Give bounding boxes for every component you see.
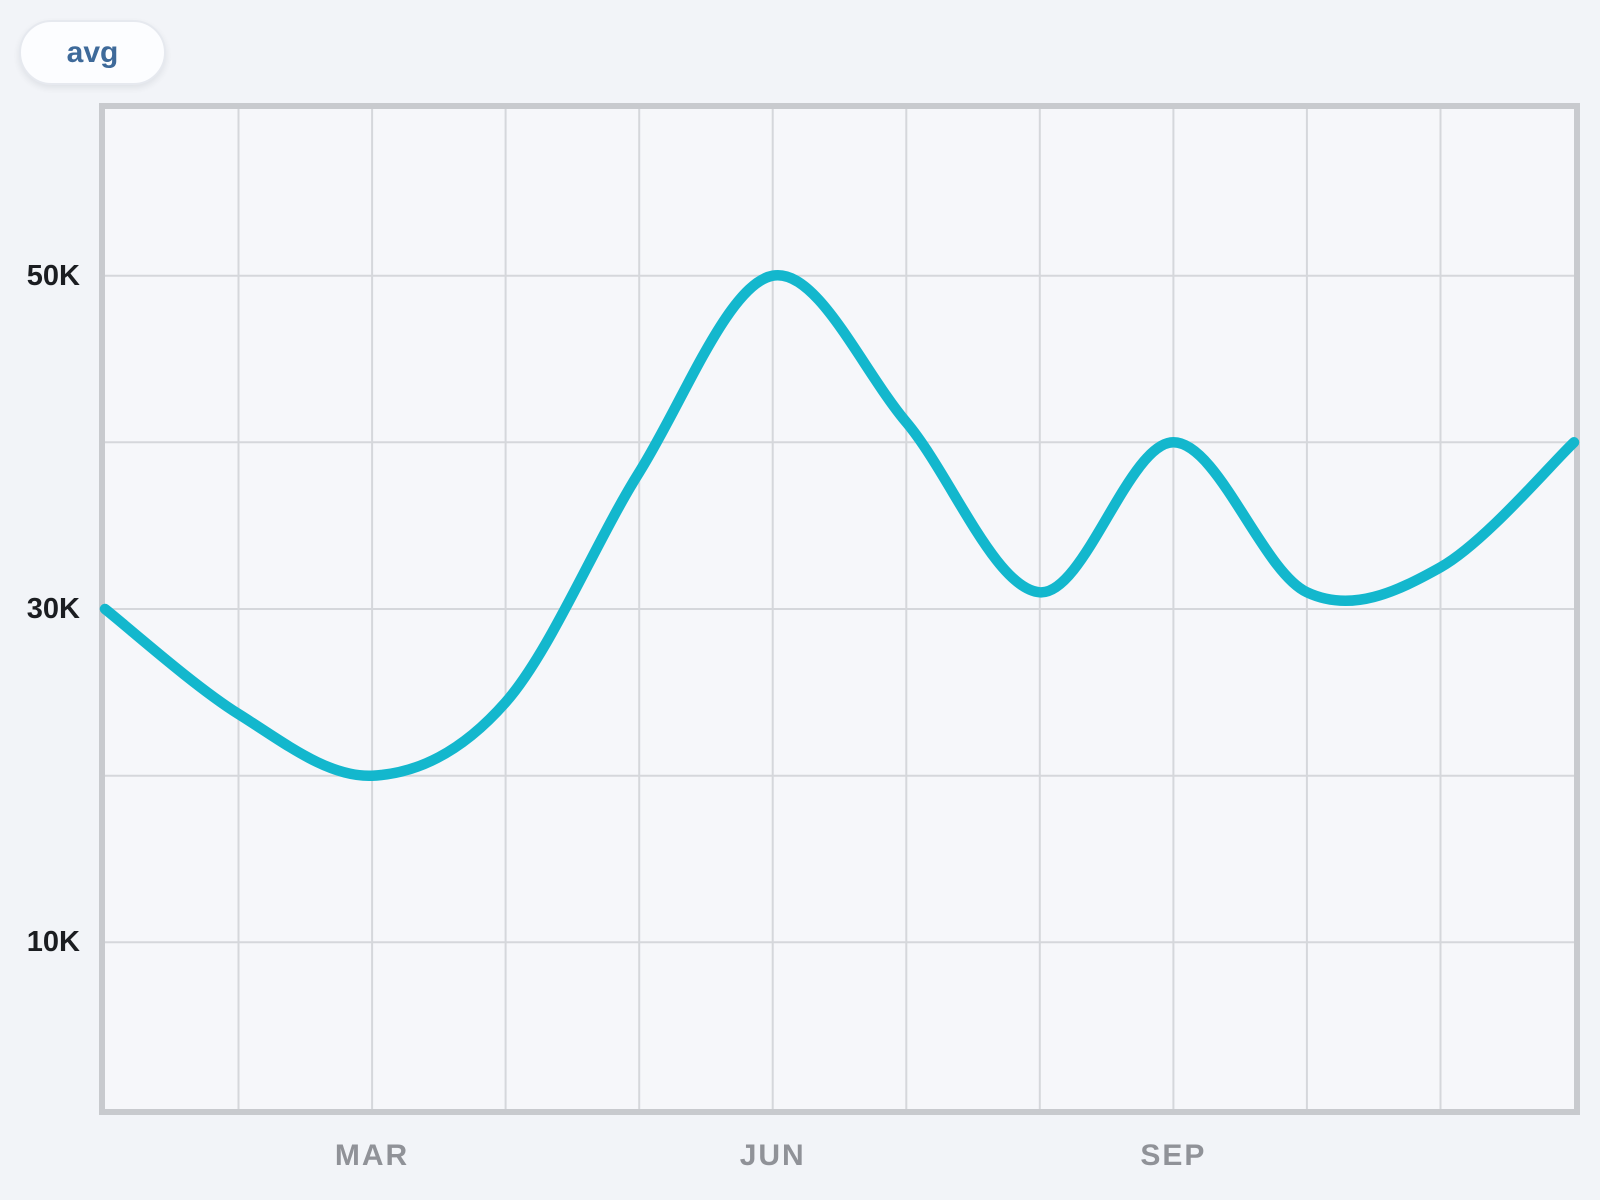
chart-gridlines — [105, 109, 1574, 1109]
chart-plot-frame — [99, 103, 1580, 1115]
x-axis-label-SEP: SEP — [1140, 1139, 1207, 1172]
avg-legend-button[interactable]: avg — [19, 20, 166, 85]
x-axis-label-JUN: JUN — [739, 1139, 806, 1172]
avg-series-line — [99, 270, 1580, 781]
y-axis-label-10K: 10K — [26, 926, 80, 959]
x-axis-label-MAR: MAR — [334, 1139, 410, 1172]
y-axis-label-50K: 50K — [26, 259, 80, 292]
avg-legend-label: avg — [66, 35, 119, 69]
y-axis-label-30K: 30K — [26, 593, 80, 625]
line-chart-canvas — [99, 109, 1580, 1109]
